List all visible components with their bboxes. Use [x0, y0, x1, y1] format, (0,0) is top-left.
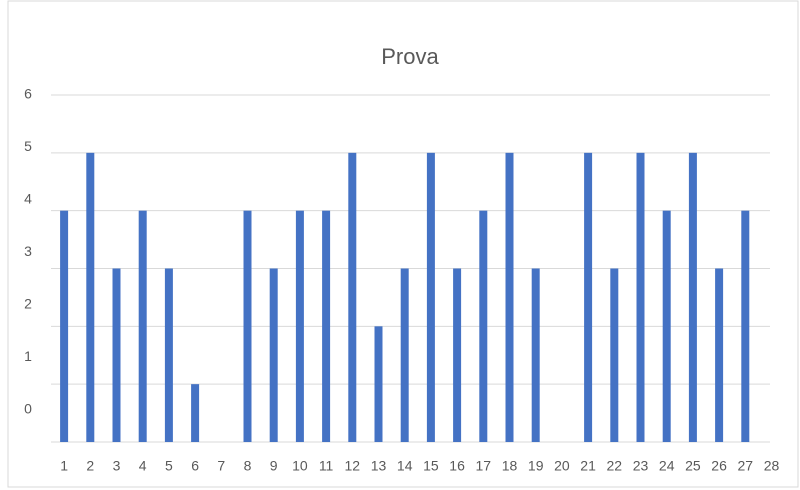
x-tick-label: 24: [659, 458, 675, 474]
bar: [741, 210, 750, 442]
bar: [138, 210, 147, 442]
bar: [191, 384, 200, 442]
y-tick-label: 3: [24, 243, 32, 259]
x-tick-label: 23: [633, 458, 649, 474]
y-tick-label: 0: [24, 401, 32, 417]
x-tick-label: 17: [476, 458, 492, 474]
x-tick-label: 2: [86, 458, 94, 474]
bar: [295, 210, 304, 442]
x-tick-label: 15: [423, 458, 439, 474]
x-tick-label: 11: [319, 458, 334, 474]
bar: [322, 210, 331, 442]
bar: [60, 210, 69, 442]
y-tick-label: 2: [24, 296, 32, 312]
x-tick-label: 21: [580, 458, 596, 474]
x-tick-label: 14: [397, 458, 413, 474]
bar: [269, 268, 278, 442]
chart-title: Prova: [381, 44, 439, 69]
y-tick-label: 6: [24, 86, 32, 102]
x-tick-label: 27: [738, 458, 754, 474]
x-tick-label: 26: [711, 458, 727, 474]
bar: [584, 152, 593, 443]
bar: [453, 268, 462, 442]
y-tick-label: 5: [24, 138, 32, 154]
bar: [715, 268, 724, 442]
bar: [531, 268, 540, 442]
bar: [688, 152, 697, 443]
bar: [505, 152, 514, 443]
x-tick-label: 10: [292, 458, 308, 474]
y-tick-label: 1: [24, 348, 32, 364]
x-tick-label: 3: [113, 458, 121, 474]
bar: [348, 152, 357, 443]
x-tick-label: 25: [685, 458, 701, 474]
bar: [636, 152, 645, 443]
bar: [374, 326, 383, 442]
bar: [400, 268, 409, 442]
bar: [243, 210, 252, 442]
x-tick-label: 8: [244, 458, 252, 474]
x-tick-label: 12: [345, 458, 361, 474]
x-tick-label: 5: [165, 458, 173, 474]
x-tick-label: 9: [270, 458, 278, 474]
bar: [86, 152, 95, 443]
x-tick-label: 20: [554, 458, 570, 474]
x-tick-label: 22: [607, 458, 623, 474]
bar: [112, 268, 121, 442]
x-tick-label: 28: [764, 458, 780, 474]
bar: [479, 210, 488, 442]
y-tick-label: 4: [24, 191, 32, 207]
x-tick-label: 4: [139, 458, 147, 474]
x-tick-label: 16: [449, 458, 465, 474]
bar: [164, 268, 173, 442]
x-tick-label: 6: [191, 458, 199, 474]
x-tick-label: 18: [502, 458, 518, 474]
x-tick-label: 1: [60, 458, 68, 474]
x-tick-label: 7: [217, 458, 225, 474]
x-tick-label: 19: [528, 458, 544, 474]
bar: [426, 152, 435, 443]
x-tick-label: 13: [371, 458, 387, 474]
bar: [662, 210, 671, 442]
bar: [610, 268, 619, 442]
